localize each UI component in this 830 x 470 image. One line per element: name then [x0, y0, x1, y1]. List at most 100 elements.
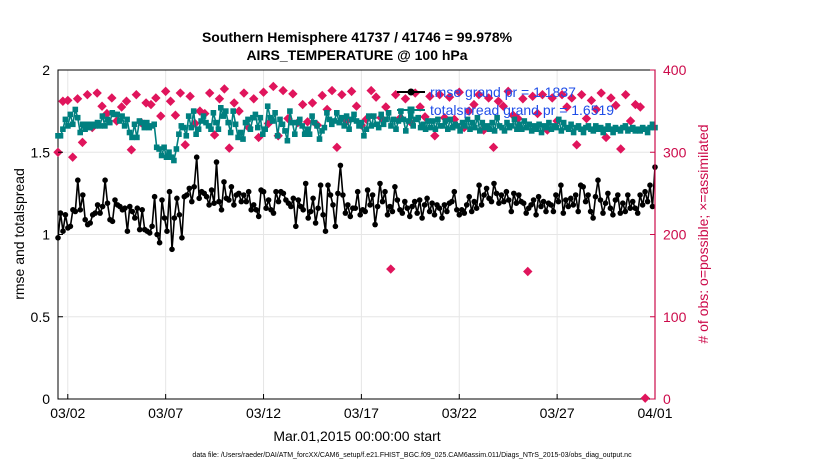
rmse-point — [491, 180, 497, 187]
rmse-point — [364, 187, 371, 193]
axes: 03/02 03/07 03/12 03/17 03/22 03/27 04/0100.51… — [31, 62, 687, 421]
rmse-point — [77, 207, 84, 213]
rmse-point — [508, 208, 515, 215]
rmse-point — [369, 192, 376, 198]
totalspread-point — [240, 136, 246, 142]
rmse-point — [476, 182, 482, 188]
totalspread-point — [637, 128, 643, 134]
obs-count-marker — [92, 88, 102, 98]
obs-count-marker — [444, 92, 455, 102]
rmse-point — [345, 202, 351, 208]
rmse-point — [592, 193, 599, 200]
obs-count-marker — [606, 93, 616, 103]
rmse-point — [241, 192, 247, 198]
totalspread-point — [593, 123, 599, 129]
rmse-point — [582, 198, 589, 205]
rmse-point — [228, 184, 235, 190]
totalspread-point — [72, 106, 79, 113]
totalspread-point — [338, 114, 345, 121]
rmse-point — [97, 210, 103, 216]
totalspread-point — [556, 116, 562, 123]
totalspread-point — [531, 123, 537, 129]
totalspread-point — [195, 126, 202, 132]
totalspread-point — [292, 131, 298, 137]
obs-count-marker — [337, 89, 347, 100]
totalspread-point — [257, 114, 264, 121]
rmse-point — [337, 162, 344, 169]
rmse-point — [483, 185, 490, 192]
rmse-point — [407, 213, 413, 220]
rmse-point — [270, 210, 277, 216]
rmse-point — [189, 198, 195, 205]
totalspread-point — [124, 116, 130, 123]
totalspread-point — [334, 110, 340, 116]
obs-count-marker — [620, 89, 631, 100]
totalspread-point — [523, 124, 530, 131]
totalspread-point — [176, 131, 182, 137]
rmse-point — [129, 208, 136, 215]
totalspread-point — [62, 116, 69, 123]
rmse-point — [585, 192, 591, 198]
legend-spread-label: totalspread grand pr = 1.6519 — [430, 102, 614, 118]
totalspread-point — [225, 119, 231, 126]
totalspread-point — [161, 144, 167, 151]
totalspread-point — [467, 126, 473, 132]
totalspread-point — [457, 128, 463, 134]
totalspread-point — [326, 116, 333, 123]
rmse-point — [540, 198, 547, 205]
obs-count-marker — [165, 96, 176, 106]
totalspread-point — [504, 119, 510, 126]
totalspread-point — [464, 116, 471, 123]
totalspread-point — [314, 123, 320, 129]
obs-count-marker — [366, 85, 376, 96]
rmse-point — [644, 198, 651, 205]
obs-count-marker — [527, 91, 538, 102]
totalspread-point — [114, 111, 120, 118]
totalspread-point — [509, 123, 515, 129]
obs-count-marker — [297, 99, 308, 110]
totalspread-point — [617, 128, 624, 134]
rmse-point — [535, 193, 542, 200]
rmse-point — [263, 205, 269, 211]
totalspread-point — [403, 128, 409, 134]
rmse-point — [416, 197, 423, 203]
x-tick-label: 03/02 — [50, 405, 85, 421]
totalspread-point — [560, 119, 567, 126]
rmse-point — [367, 202, 373, 208]
totalspread-point — [580, 129, 587, 136]
obs-count-marker — [488, 142, 499, 153]
rmse-point — [132, 215, 138, 221]
totalspread-point — [60, 126, 66, 132]
obs-count-marker — [258, 87, 269, 97]
rmse-point — [538, 203, 544, 210]
obs-count-marker — [278, 85, 288, 96]
totalspread-point — [400, 116, 407, 123]
rmse-point — [151, 193, 158, 200]
totalspread-point — [151, 121, 157, 128]
rmse-point — [382, 188, 388, 195]
y2-tick-label: 100 — [663, 309, 687, 325]
totalspread-point — [558, 128, 565, 134]
totalspread-point — [304, 126, 310, 132]
rmse-point — [146, 230, 153, 236]
totalspread-point — [79, 121, 86, 128]
totalspread-point — [373, 121, 379, 128]
totalspread-point — [144, 119, 150, 126]
totalspread-point — [126, 129, 133, 136]
rmse-point — [399, 210, 406, 216]
rmse-point — [404, 205, 411, 211]
totalspread-point — [526, 121, 532, 128]
rmse-point — [481, 192, 487, 198]
rmse-point — [426, 208, 433, 215]
totalspread-point — [77, 129, 83, 136]
rmse-point — [488, 198, 495, 205]
totalspread-point — [264, 103, 271, 109]
totalspread-point — [565, 126, 572, 132]
totalspread-point — [139, 119, 145, 126]
obs-count-marker — [67, 152, 78, 162]
totalspread-point — [501, 128, 508, 134]
totalspread-point — [348, 116, 355, 123]
obs-count-marker — [151, 93, 161, 103]
obs-count-marker — [586, 95, 597, 106]
rmse-point — [379, 198, 386, 205]
